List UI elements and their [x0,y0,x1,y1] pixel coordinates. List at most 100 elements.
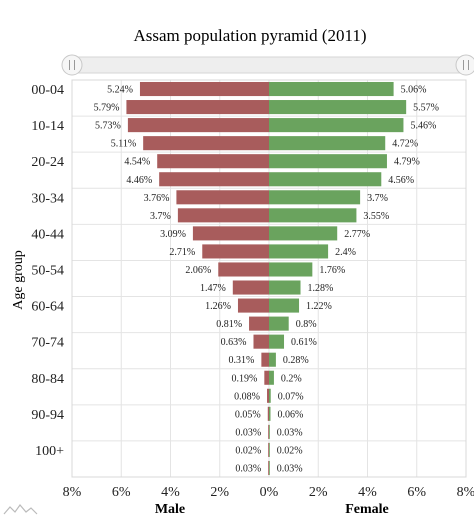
scrollbar-right-handle[interactable] [455,54,474,76]
female-value-label: 5.06% [401,85,427,96]
x-tick-label: 6% [407,485,426,500]
female-bar[interactable] [269,370,274,385]
female-bar[interactable] [269,244,329,259]
female-value-label: 1.28% [308,283,334,294]
x-axis-tick-labels: 8% 6% 4% 2% 0% 2% 4% 6% 8% [63,485,474,500]
y-tick-label: 100+ [35,444,64,459]
female-bar[interactable] [269,460,270,476]
female-bar[interactable] [269,442,270,457]
grid-lines [71,79,467,478]
male-value-label: 0.05% [235,409,261,420]
female-bar[interactable] [269,334,285,349]
male-bar[interactable] [267,406,269,421]
female-bar[interactable] [269,226,338,241]
male-bar[interactable] [268,442,269,457]
male-bar[interactable] [267,388,269,403]
female-value-label: 4.72% [392,139,418,150]
male-bar[interactable] [157,154,269,169]
plot-area-border [71,79,467,478]
male-bar[interactable] [202,244,269,259]
male-value-label: 0.31% [229,355,255,366]
female-value-label: 2.4% [335,247,356,258]
range-scrollbar[interactable] [61,54,474,76]
male-value-label: 3.76% [144,193,170,204]
female-value-label: 4.56% [388,175,414,186]
male-bar[interactable] [264,370,269,385]
x-tick-label: 0% [260,485,279,500]
y-axis-tick-labels: 00-04 10-14 20-24 30-34 40-44 50-54 60-64 70-74… [31,83,64,459]
y-tick-label: 30-34 [31,191,64,206]
female-bar[interactable] [269,208,357,223]
male-value-label: 3.09% [160,229,186,240]
bars [126,81,407,476]
legend-female-label: Female [345,502,389,517]
female-bar[interactable] [269,424,270,439]
scrollbar-left-handle[interactable] [61,54,83,76]
female-bar[interactable] [269,172,382,187]
female-bar[interactable] [269,190,361,205]
male-bar[interactable] [268,460,269,476]
female-value-label: 0.28% [283,355,309,366]
male-bar[interactable] [253,334,269,349]
male-bar[interactable] [177,208,269,223]
male-value-label: 2.06% [185,265,211,276]
x-tick-label: 2% [210,485,229,500]
male-bar[interactable] [176,190,269,205]
female-bar[interactable] [269,280,301,295]
male-bar[interactable] [139,81,269,97]
female-bar[interactable] [269,154,387,169]
male-bar[interactable] [268,424,269,439]
scrollbar-track[interactable] [71,56,467,74]
y-tick-label: 70-74 [31,336,64,351]
female-bar[interactable] [269,81,394,97]
male-value-label: 1.47% [200,283,226,294]
male-bar[interactable] [127,118,270,133]
male-bar[interactable] [232,280,269,295]
y-tick-label: 40-44 [31,227,64,242]
female-value-label: 0.07% [278,391,304,402]
male-value-label: 0.02% [235,445,261,456]
male-value-label: 0.63% [221,337,247,348]
x-tick-label: 6% [112,485,131,500]
female-bar[interactable] [269,298,300,313]
male-value-label: 0.03% [235,463,261,474]
female-bar[interactable] [269,352,276,367]
x-tick-label: 8% [457,485,474,500]
female-value-label: 2.77% [344,229,370,240]
female-bar[interactable] [269,118,404,133]
x-tick-label: 4% [358,485,377,500]
y-tick-label: 90-94 [31,408,64,423]
male-bar[interactable] [159,172,269,187]
male-bar[interactable] [249,316,269,331]
male-value-label: 2.71% [169,247,195,258]
male-bar[interactable] [261,352,269,367]
female-bar[interactable] [269,388,271,403]
male-value-label: 5.24% [107,85,133,96]
male-value-label: 5.11% [111,139,136,150]
x-tick-label: 4% [161,485,180,500]
female-value-label: 0.03% [277,463,303,474]
male-value-label: 5.79% [94,103,120,114]
chart-title: Assam population pyramid (2011) [133,26,366,45]
male-bar[interactable] [218,262,269,277]
female-bar[interactable] [269,262,313,277]
female-bar[interactable] [269,136,386,151]
female-bar[interactable] [269,100,407,115]
watermark-icon [3,504,38,515]
female-value-label: 0.2% [281,373,302,384]
female-value-label: 0.02% [277,445,303,456]
male-value-label: 5.73% [95,121,121,132]
y-tick-label: 50-54 [31,263,64,278]
female-bar[interactable] [269,406,271,421]
female-value-label: 0.06% [277,409,303,420]
y-axis-title: Age group [11,250,26,310]
male-bar[interactable] [237,298,269,313]
female-value-label: 3.7% [367,193,388,204]
male-value-label: 4.46% [126,175,152,186]
male-bar[interactable] [143,136,269,151]
male-value-label: 0.81% [216,319,242,330]
male-bar[interactable] [126,100,269,115]
male-bar[interactable] [192,226,269,241]
female-bar[interactable] [269,316,289,331]
